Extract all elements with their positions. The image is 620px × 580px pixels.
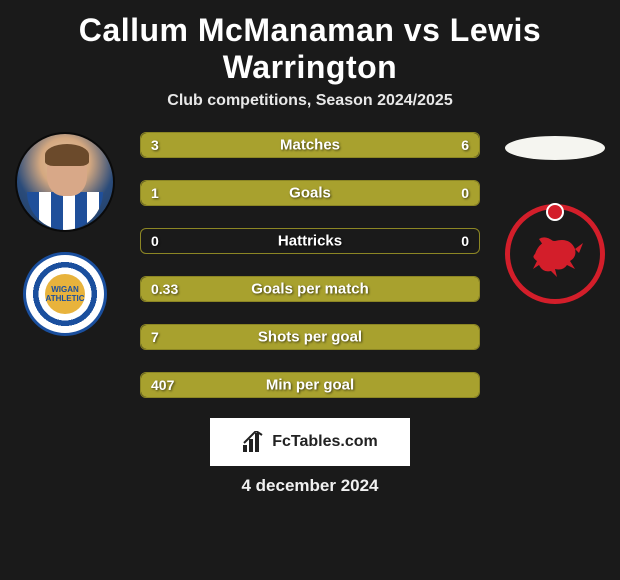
brand-badge: FcTables.com [210, 418, 410, 466]
stat-row: 7 Shots per goal [140, 324, 480, 350]
club-right-badge [505, 204, 605, 304]
stat-row: 3 Matches 6 [140, 132, 480, 158]
left-column: WIGANATHLETIC [10, 128, 120, 336]
stat-value-left: 0 [151, 233, 159, 249]
brand-text: FcTables.com [272, 433, 378, 451]
date-text: 4 december 2024 [0, 476, 620, 496]
page-title: Callum McManaman vs Lewis Warrington [0, 0, 620, 92]
stat-row: 0 Hattricks 0 [140, 228, 480, 254]
dragon-icon [525, 229, 585, 279]
stat-label: Shots per goal [258, 329, 362, 346]
stat-value-left: 0.33 [151, 281, 178, 297]
stat-row: 1 Goals 0 [140, 180, 480, 206]
stat-label: Goals [289, 185, 331, 202]
stat-value-left: 1 [151, 185, 159, 201]
stat-label: Min per goal [266, 377, 354, 394]
stat-label: Hattricks [278, 233, 342, 250]
football-icon [546, 203, 564, 221]
comparison-panel: WIGANATHLETIC 3 Matches 6 1 Goals 0 0 Hattricks… [0, 128, 620, 398]
subtitle: Club competitions, Season 2024/2025 [0, 92, 620, 110]
stat-value-left: 407 [151, 377, 174, 393]
stat-value-left: 3 [151, 137, 159, 153]
club-left-badge: WIGANATHLETIC [23, 252, 107, 336]
right-column [500, 128, 610, 304]
brand-chart-icon [242, 431, 266, 453]
wigan-crest-icon: WIGANATHLETIC [45, 274, 85, 314]
stat-bars: 3 Matches 6 1 Goals 0 0 Hattricks 0 0.33 Goals per… [140, 128, 480, 398]
stat-label: Matches [280, 137, 340, 154]
stat-value-right: 0 [461, 233, 469, 249]
stat-value-left: 7 [151, 329, 159, 345]
stat-value-right: 0 [461, 185, 469, 201]
stat-value-right: 6 [461, 137, 469, 153]
stat-label: Goals per match [251, 281, 369, 298]
player-left-avatar [15, 132, 115, 232]
stat-row: 407 Min per goal [140, 372, 480, 398]
player-right-avatar-placeholder [505, 136, 605, 160]
stat-row: 0.33 Goals per match [140, 276, 480, 302]
